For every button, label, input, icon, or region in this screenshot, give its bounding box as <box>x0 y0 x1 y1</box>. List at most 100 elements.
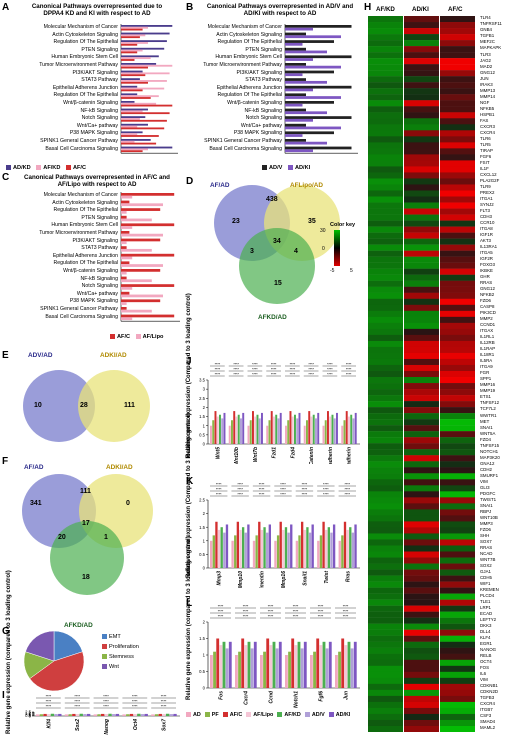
venn-f-circle-afkd <box>50 521 124 595</box>
expression-bar <box>244 532 247 568</box>
heatmap-cell <box>368 244 403 251</box>
venn-f-n5: 20 <box>58 534 66 541</box>
heatmap-gene-label: FLT3 <box>480 207 490 213</box>
bottom-legend: AD PF AF/C AF/Lipo AF/KD AD/V AD/KI <box>186 712 350 718</box>
pathway-bar <box>121 47 165 50</box>
heatmap-cell <box>404 467 439 474</box>
y-tick-label: 0.5 <box>199 669 205 674</box>
heatmap-cell <box>440 389 475 396</box>
significance-mark: **** <box>268 610 274 614</box>
heatmap-gene-label: GNG12 <box>480 286 495 292</box>
pathway-bar <box>285 70 334 74</box>
heatmap-cell <box>368 515 403 522</box>
gene-label: Notch1 <box>294 691 300 708</box>
expression-bar <box>217 529 221 568</box>
significance-mark: **** <box>243 610 249 614</box>
heatmap-cell <box>404 274 439 281</box>
expression-bar <box>294 414 296 444</box>
heatmap-cell <box>440 605 475 612</box>
heatmap-cell <box>368 28 403 35</box>
panel-c-bar-chart <box>120 192 180 322</box>
heatmap-gene-label: FZD6 <box>480 298 491 304</box>
heatmap-gene-label: TWIST1 <box>480 496 497 502</box>
heatmap-gene-label: CXCL12 <box>480 171 497 177</box>
heatmap-gene-label: IL5RA <box>480 358 493 364</box>
expression-bar <box>322 425 325 444</box>
expression-bar <box>221 418 224 444</box>
expression-bar <box>343 420 346 444</box>
heatmap-gene-label: TNFSF12 <box>480 400 500 406</box>
heatmap-cell <box>368 563 403 570</box>
heatmap-gene-label: WNT5A <box>480 430 496 436</box>
heatmap-cell <box>368 641 403 648</box>
heatmap-gene-label: TLE1 <box>480 599 491 605</box>
gene-label: Twist <box>324 571 330 584</box>
expression-bar <box>328 641 332 688</box>
heatmap-cell <box>368 274 403 281</box>
heatmap-cell <box>404 76 439 83</box>
significance-mark: **** <box>132 705 138 709</box>
heatmap-cell <box>440 142 475 149</box>
expression-bar <box>223 532 226 568</box>
heatmap-cell <box>440 509 475 516</box>
pathway-bar <box>121 309 152 313</box>
heatmap-cell <box>368 407 403 414</box>
gene-label: Snail1 <box>302 571 308 586</box>
significance-mark: **** <box>237 483 243 487</box>
heatmap-cell <box>440 262 475 269</box>
pathway-label: STAT3 Pathway <box>245 77 282 84</box>
heatmap-cell <box>368 575 403 582</box>
significance-mark: **** <box>290 363 296 367</box>
pathway-bar <box>121 284 175 287</box>
pathway-bar <box>285 55 352 59</box>
expression-bar <box>50 713 55 716</box>
expression-bar <box>108 713 112 716</box>
pathway-label: Regulation Of The Epithelial <box>53 92 119 99</box>
heatmap-gene-label: HSPB1 <box>480 111 495 117</box>
significance-mark: **** <box>259 483 265 487</box>
expression-bar <box>215 521 218 568</box>
heatmap-gene-label: MMP14 <box>480 93 496 99</box>
heatmap-gene-label: IL1RAP <box>480 346 496 352</box>
gene-label: Klf4 <box>46 719 52 729</box>
heatmap-cell <box>440 539 475 546</box>
heatmap-gene-label: IL1RL1 <box>480 334 495 340</box>
heatmap-cell <box>404 701 439 709</box>
pathway-bar <box>285 116 352 119</box>
heatmap-cell <box>404 725 439 732</box>
significance-mark: **** <box>237 488 243 492</box>
expression-bar <box>252 540 256 568</box>
heatmap-cell <box>368 256 403 263</box>
venn-d-label-aflipo: AFLipo/AD <box>290 182 324 189</box>
heatmap-cell <box>440 346 475 354</box>
pathway-label: Wnt/β-catenin Signaling <box>63 267 118 274</box>
pathway-bar <box>121 26 148 29</box>
expression-bar <box>319 535 323 568</box>
heatmap-cell <box>368 46 403 53</box>
pathway-label: Regulation Of The Epithelial <box>217 92 283 99</box>
gene-label: Sox2 <box>75 719 81 731</box>
heatmap-cell <box>368 304 403 312</box>
expression-bar <box>234 535 237 568</box>
heatmap-cell <box>404 334 439 342</box>
significance-mark: **** <box>280 493 286 497</box>
expression-bar <box>237 414 240 444</box>
heatmap-cell <box>404 413 439 420</box>
expression-bar <box>322 521 325 568</box>
color-key-tick-1: 30 <box>320 228 326 234</box>
significance-mark: **** <box>215 373 221 377</box>
gene-label: Vimentin <box>260 571 266 588</box>
y-tick-label: 2 <box>203 405 206 410</box>
pathway-bar <box>121 40 167 43</box>
heatmap-cell <box>440 455 475 462</box>
expression-bar <box>274 540 277 568</box>
expression-bar <box>276 535 280 568</box>
pathway-label: Wnt/β-catenin Signaling <box>63 99 118 106</box>
heatmap-cell <box>404 58 439 65</box>
pathway-label: Wnt/Ca+ pathway <box>76 290 118 297</box>
heatmap-cell <box>440 671 475 679</box>
heatmap-cell <box>440 533 475 540</box>
heatmap-gene-label: KREMEN <box>480 586 499 592</box>
heatmap-cell <box>404 118 439 125</box>
heatmap-cell <box>404 358 439 366</box>
